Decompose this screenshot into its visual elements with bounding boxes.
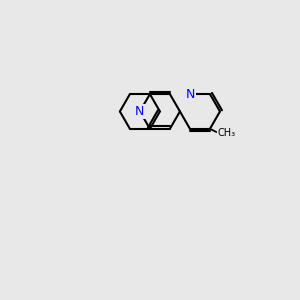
Text: CH₃: CH₃: [218, 128, 236, 138]
Text: N: N: [135, 105, 145, 118]
Text: N: N: [185, 88, 195, 100]
